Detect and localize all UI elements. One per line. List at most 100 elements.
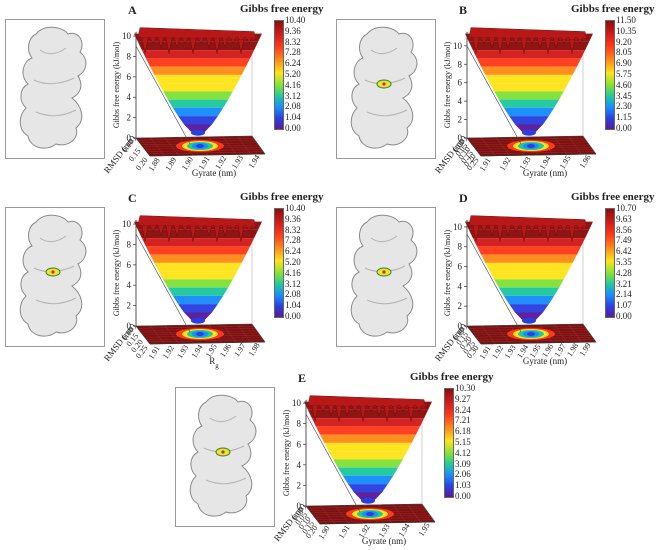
colorbar-label: 11.50 (616, 15, 636, 25)
colorbar-title: Gibbs free energy (571, 3, 655, 15)
colorbar (605, 20, 615, 130)
panel-e: E Gibbs free energy 10.30 9.27 8.24 7.21 6.18 5… (172, 370, 494, 546)
projection-line (135, 233, 191, 333)
surface-band (342, 475, 394, 485)
surface-band (184, 312, 212, 321)
colorbar-title: Gibbs free energy (240, 191, 324, 203)
surface-band (158, 83, 238, 92)
surface-band (320, 434, 416, 443)
z-tick-label: 0 (458, 133, 463, 143)
surface-band (476, 58, 582, 67)
colorbar-label: 4.28 (616, 267, 632, 278)
surface-minimum (191, 317, 205, 324)
z-tick-label: 8 (297, 419, 302, 429)
panel-letter: A (128, 3, 137, 17)
surface-band (509, 116, 549, 125)
colorbar-label: 9.36 (285, 25, 301, 36)
x-tick-label: 1.94 (247, 153, 262, 170)
surface-band (154, 74, 242, 84)
x-tick-label: 1.94 (190, 343, 205, 360)
protein-surface-image (350, 214, 418, 337)
z-axis-title: Gibbs free energy (kJ/mol) (443, 230, 452, 317)
z-tick-label: 10 (122, 31, 132, 41)
x-tick-label: 1.96 (578, 153, 593, 170)
z-tick-label: 2 (127, 113, 132, 123)
colorbar-label: 4.16 (285, 267, 301, 278)
x-axis-title-text: Gyrate (nm) (523, 168, 567, 178)
surface-band (348, 484, 388, 493)
surface-minimum (522, 317, 536, 324)
surface-band (158, 271, 238, 280)
surface-minimum (522, 129, 536, 136)
surface-band (145, 58, 251, 67)
z-tick-label: 6 (297, 439, 302, 449)
colorbar-label: 5.20 (285, 257, 301, 267)
protein-structure-inset (5, 207, 105, 347)
surface-band (509, 304, 549, 313)
colorbar-label: 9.36 (285, 213, 301, 224)
colorbar-label: 1.03 (455, 480, 471, 491)
surface-band (481, 254, 577, 263)
x-tick-label: 1.96 (218, 342, 233, 359)
floor-grid-line (237, 324, 251, 343)
panel-letter: B (459, 3, 468, 17)
x-axis-title-text: R (209, 356, 215, 366)
colorbar-title: Gibbs free energy (240, 3, 324, 15)
colorbar-label: 9.63 (616, 213, 632, 224)
protein-structure-inset (336, 207, 436, 347)
colorbar-label: 0.00 (285, 123, 301, 133)
z-axis-title: Gibbs free energy (kJ/mol) (282, 410, 291, 497)
panel-letter: D (459, 191, 468, 205)
surface-band (150, 254, 246, 263)
colorbar-label: 4.60 (616, 79, 632, 90)
y-axis (466, 137, 482, 157)
surface-rim-spikes (140, 225, 257, 242)
x-tick-label: 1.97 (232, 342, 247, 359)
colorbar-label: 9.27 (455, 393, 471, 404)
colorbar-label: 8.56 (616, 224, 632, 235)
surface-band (154, 262, 242, 272)
x-tick-label: 1.91 (337, 524, 352, 541)
z-tick-label: 2 (127, 301, 132, 311)
surface-band (489, 271, 569, 280)
surface-band (503, 295, 555, 305)
surface-band (141, 238, 255, 247)
x-tick-label: 1.98 (565, 342, 580, 359)
z-tick-label: 6 (127, 72, 132, 82)
floor-grid-line (553, 136, 568, 155)
colorbar-title: Gibbs free energy (571, 191, 655, 203)
z-tick-label: 6 (458, 262, 463, 272)
surface-band (354, 492, 382, 501)
z-tick-label: 10 (292, 398, 302, 408)
colorbar-label: 8.32 (285, 224, 301, 235)
ligand-atom (382, 82, 386, 86)
surface-rim-spikes (140, 37, 257, 54)
surface-band (472, 50, 586, 59)
colorbar-label: 6.90 (616, 58, 632, 69)
panel-d: D Gibbs free energy 10.70 9.63 8.56 7.49 6.42 5… (333, 190, 655, 366)
x-tick-label: 1.99 (578, 341, 593, 358)
surface-band (494, 279, 564, 288)
colorbar-label: 4.16 (285, 79, 301, 90)
surface-minimum (361, 497, 375, 504)
colorbar-label: 10.35 (616, 25, 637, 36)
x-axis-title-text: Gyrate (nm) (523, 356, 567, 366)
colorbar-label: 5.15 (455, 437, 471, 447)
x-tick-label: 1.98 (247, 341, 262, 358)
colorbar-label: 0.00 (285, 311, 301, 321)
colorbar-label: 5.20 (285, 69, 301, 79)
colorbar (444, 388, 454, 498)
protein-structure-inset (336, 19, 436, 159)
colorbar-label: 2.08 (285, 101, 301, 112)
z-tick-label: 8 (458, 59, 463, 69)
surface-band (167, 287, 229, 296)
y-axis (135, 325, 151, 345)
protein-surface-image (19, 26, 87, 149)
surface-band (172, 107, 224, 117)
protein-surface-image (19, 214, 87, 337)
colorbar-label: 2.06 (455, 469, 471, 480)
projection-line (466, 45, 522, 145)
x-axis (149, 153, 266, 157)
